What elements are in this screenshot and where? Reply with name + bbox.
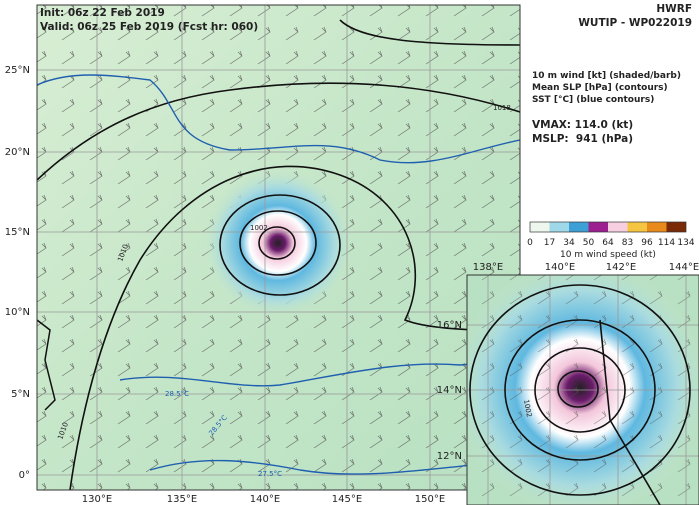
colorbar-tick-label: 64: [602, 238, 614, 248]
lat-label: 15°N: [5, 227, 30, 238]
lon-label: 142°E: [606, 262, 636, 273]
lon-label: 150°E: [415, 494, 445, 505]
storm-title: WUTIP - WP022019: [578, 17, 692, 29]
init-text: Init: 06z 22 Feb 2019: [40, 7, 165, 19]
legend-line: SST [°C] (blue contours): [532, 95, 654, 105]
mslp-text: MSLP: 941 (hPa): [532, 133, 633, 145]
lat-label: 12°N: [437, 451, 462, 462]
colorbar-tick-label: 134: [677, 238, 694, 248]
valid-text: Valid: 06z 25 Feb 2019 (Fcst hr: 060): [40, 21, 258, 33]
lon-label: 145°E: [332, 494, 362, 505]
inset-frame: [466, 274, 699, 505]
colorbar-label: 10 m wind speed (kt): [560, 250, 656, 260]
colorbar-tick-label: 17: [544, 238, 555, 248]
model-title: HWRF: [656, 3, 692, 15]
lat-label: 10°N: [5, 307, 30, 318]
main-map: [37, 5, 520, 490]
colorbar: [529, 221, 687, 233]
vmax-text: VMAX: 114.0 (kt): [532, 119, 633, 131]
colorbar-tick-label: 114: [658, 238, 675, 248]
lon-label: 130°E: [82, 494, 112, 505]
colorbar-tick-label: 83: [622, 238, 633, 248]
contour-label: 1018: [493, 104, 511, 112]
colorbar-tick-label: 0: [527, 238, 533, 248]
contour-label: 1002: [522, 399, 533, 418]
lat-label: 14°N: [437, 385, 462, 396]
lat-label: 20°N: [5, 147, 30, 158]
colorbar-tick-label: 50: [583, 238, 595, 248]
lon-label: 140°E: [250, 494, 280, 505]
contour-label: 1002: [250, 224, 268, 232]
contour-label: 28.5°C: [165, 390, 189, 398]
lon-label: 135°E: [167, 494, 197, 505]
legend-line: 10 m wind [kt] (shaded/barb): [532, 71, 681, 81]
lon-label: 140°E: [545, 262, 575, 273]
lat-label: 16°N: [437, 320, 462, 331]
lat-label: 25°N: [5, 65, 30, 76]
lat-label: 0°: [19, 470, 30, 481]
colorbar-tick-label: 34: [563, 238, 575, 248]
legend-line: Mean SLP [hPa] (contours): [532, 83, 668, 93]
contour-label: 27.5°C: [258, 470, 282, 478]
lon-label: 138°E: [473, 262, 503, 273]
lat-label: 5°N: [11, 389, 30, 400]
lon-label: 144°E: [669, 262, 699, 273]
map-frame: [36, 4, 521, 491]
inset-map: [467, 275, 699, 505]
colorbar-tick-label: 96: [641, 238, 653, 248]
